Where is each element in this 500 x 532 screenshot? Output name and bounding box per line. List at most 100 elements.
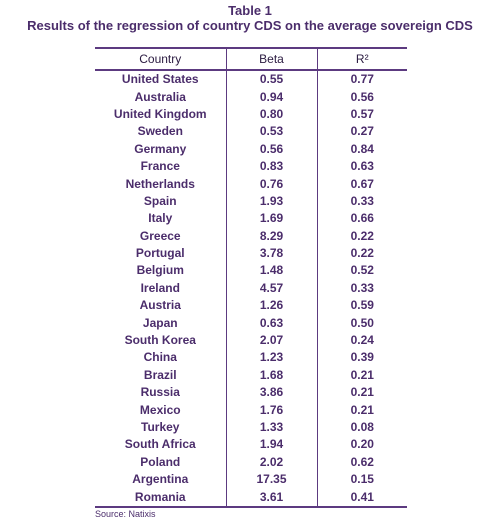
r2-cell: 0.22 <box>350 228 374 243</box>
country-cell: China <box>143 350 177 365</box>
r2-cell: 0.77 <box>350 72 374 87</box>
r2-cell: 0.39 <box>350 350 374 365</box>
country-cell: Sweden <box>137 124 183 139</box>
table-row: China 1.23 0.39 <box>95 349 407 367</box>
beta-cell: 3.78 <box>225 244 318 263</box>
table-row: South Korea 2.07 0.24 <box>95 331 407 350</box>
table-row: Russia 3.86 0.21 <box>95 384 407 402</box>
r2-cell: 0.62 <box>350 454 374 469</box>
beta-cell: 0.94 <box>225 88 318 106</box>
beta-cell: 2.02 <box>225 453 318 471</box>
country-cell: Romania <box>95 488 226 508</box>
r2-cell: 0.21 <box>350 367 374 382</box>
country-cell: Mexico <box>139 402 181 417</box>
beta-cell: 0.63 <box>225 314 318 332</box>
r2-cell: 0.27 <box>350 124 374 139</box>
r2-cell: 0.21 <box>350 385 374 400</box>
table-row: Japan 0.63 0.50 <box>95 314 407 332</box>
country-cell: Italy <box>148 211 173 226</box>
table-row: United States 0.55 0.77 <box>95 70 407 89</box>
country-cell: United States <box>121 72 199 87</box>
beta-cell: 0.53 <box>225 123 318 141</box>
country-cell: Belgium <box>136 263 184 278</box>
country-cell: South Africa <box>124 437 196 452</box>
beta-cell: 3.61 <box>225 488 318 508</box>
beta-cell: 1.26 <box>225 297 318 315</box>
r2-cell: 0.22 <box>350 246 374 261</box>
table-row: Ireland 4.57 0.33 <box>95 279 407 298</box>
beta-cell: 1.93 <box>225 192 318 211</box>
regression-table: Country Beta R² United States 0.55 0.77 Aus… <box>95 47 407 508</box>
country-cell: South Korea <box>124 333 196 348</box>
country-cell: Ireland <box>140 280 180 295</box>
table-row: Austria 1.26 0.59 <box>95 297 407 315</box>
beta-cell: 0.56 <box>225 140 318 158</box>
country-cell: Japan <box>142 315 178 330</box>
r2-header: R² <box>317 47 407 71</box>
r2-cell: 0.57 <box>350 106 374 121</box>
table-row: Brazil 1.68 0.21 <box>95 366 407 385</box>
country-cell: Australia <box>134 89 186 104</box>
table-row: Argentina 17.35 0.15 <box>95 470 407 489</box>
r2-cell: 0.56 <box>350 89 374 104</box>
table-body: United States 0.55 0.77 Australia 0.94 0.56 Un… <box>95 70 407 508</box>
country-cell: Spain <box>143 193 177 208</box>
beta-cell: 1.76 <box>225 401 318 419</box>
beta-cell: 1.94 <box>225 436 318 454</box>
beta-cell: 1.23 <box>225 349 318 367</box>
beta-cell: 3.86 <box>225 384 318 402</box>
table-row: Mexico 1.76 0.21 <box>95 401 407 419</box>
table-row: Poland 2.02 0.62 <box>95 453 407 471</box>
source-note: Source: Natixis <box>95 509 156 519</box>
table-row: Turkey 1.33 0.08 <box>95 418 407 437</box>
country-cell: Brazil <box>143 367 177 382</box>
beta-cell: 0.83 <box>225 157 318 176</box>
country-header: Country <box>95 47 226 71</box>
country-cell: Austria <box>139 298 181 313</box>
regression-table-container: Country Beta R² United States 0.55 0.77 Aus… <box>95 47 407 508</box>
table-row: United Kingdom 0.80 0.57 <box>95 105 407 124</box>
table-row: Sweden 0.53 0.27 <box>95 123 407 141</box>
r2-cell: 0.21 <box>350 402 374 417</box>
table-row: Portugal 3.78 0.22 <box>95 244 407 263</box>
country-cell: Netherlands <box>125 176 195 191</box>
table-row: Australia 0.94 0.56 <box>95 88 407 106</box>
table-row: Greece 8.29 0.22 <box>95 227 407 245</box>
r2-cell: 0.63 <box>350 159 374 174</box>
table-row: Germany 0.56 0.84 <box>95 140 407 158</box>
r2-cell: 0.33 <box>350 193 374 208</box>
r2-cell: 0.41 <box>317 488 407 508</box>
table-row: France 0.83 0.63 <box>95 157 407 176</box>
beta-cell: 17.35 <box>225 470 318 489</box>
table-row: Belgium 1.48 0.52 <box>95 262 407 280</box>
r2-cell: 0.33 <box>350 280 374 295</box>
beta-cell: 8.29 <box>225 227 318 245</box>
country-cell: Poland <box>140 454 181 469</box>
r2-cell: 0.08 <box>350 420 374 434</box>
country-cell: Germany <box>134 141 187 156</box>
r2-cell: 0.59 <box>350 298 374 313</box>
table-row: Italy 1.69 0.66 <box>95 210 407 228</box>
beta-cell: 0.80 <box>225 105 318 124</box>
r2-cell: 0.15 <box>350 472 374 487</box>
country-cell: Greece <box>139 228 181 243</box>
beta-cell: 1.69 <box>225 210 318 228</box>
table-row: South Africa 1.94 0.20 <box>95 436 407 454</box>
beta-cell: 2.07 <box>225 331 318 350</box>
table-row: Spain 1.93 0.33 <box>95 192 407 211</box>
country-cell: Argentina <box>132 472 189 487</box>
table-number: Table 1 <box>228 3 272 18</box>
r2-cell: 0.66 <box>350 211 374 226</box>
beta-cell: 1.33 <box>225 418 318 437</box>
beta-cell: 0.55 <box>225 70 318 89</box>
r2-cell: 0.50 <box>350 315 374 330</box>
r2-cell: 0.67 <box>350 176 374 191</box>
country-cell: United Kingdom <box>113 106 207 121</box>
beta-cell: 0.76 <box>225 175 318 193</box>
r2-cell: 0.84 <box>350 141 374 156</box>
r2-cell: 0.52 <box>350 263 374 278</box>
beta-header: Beta <box>225 47 318 71</box>
country-cell: Russia <box>140 385 180 400</box>
country-cell: France <box>140 159 180 174</box>
country-cell: Portugal <box>135 246 185 261</box>
